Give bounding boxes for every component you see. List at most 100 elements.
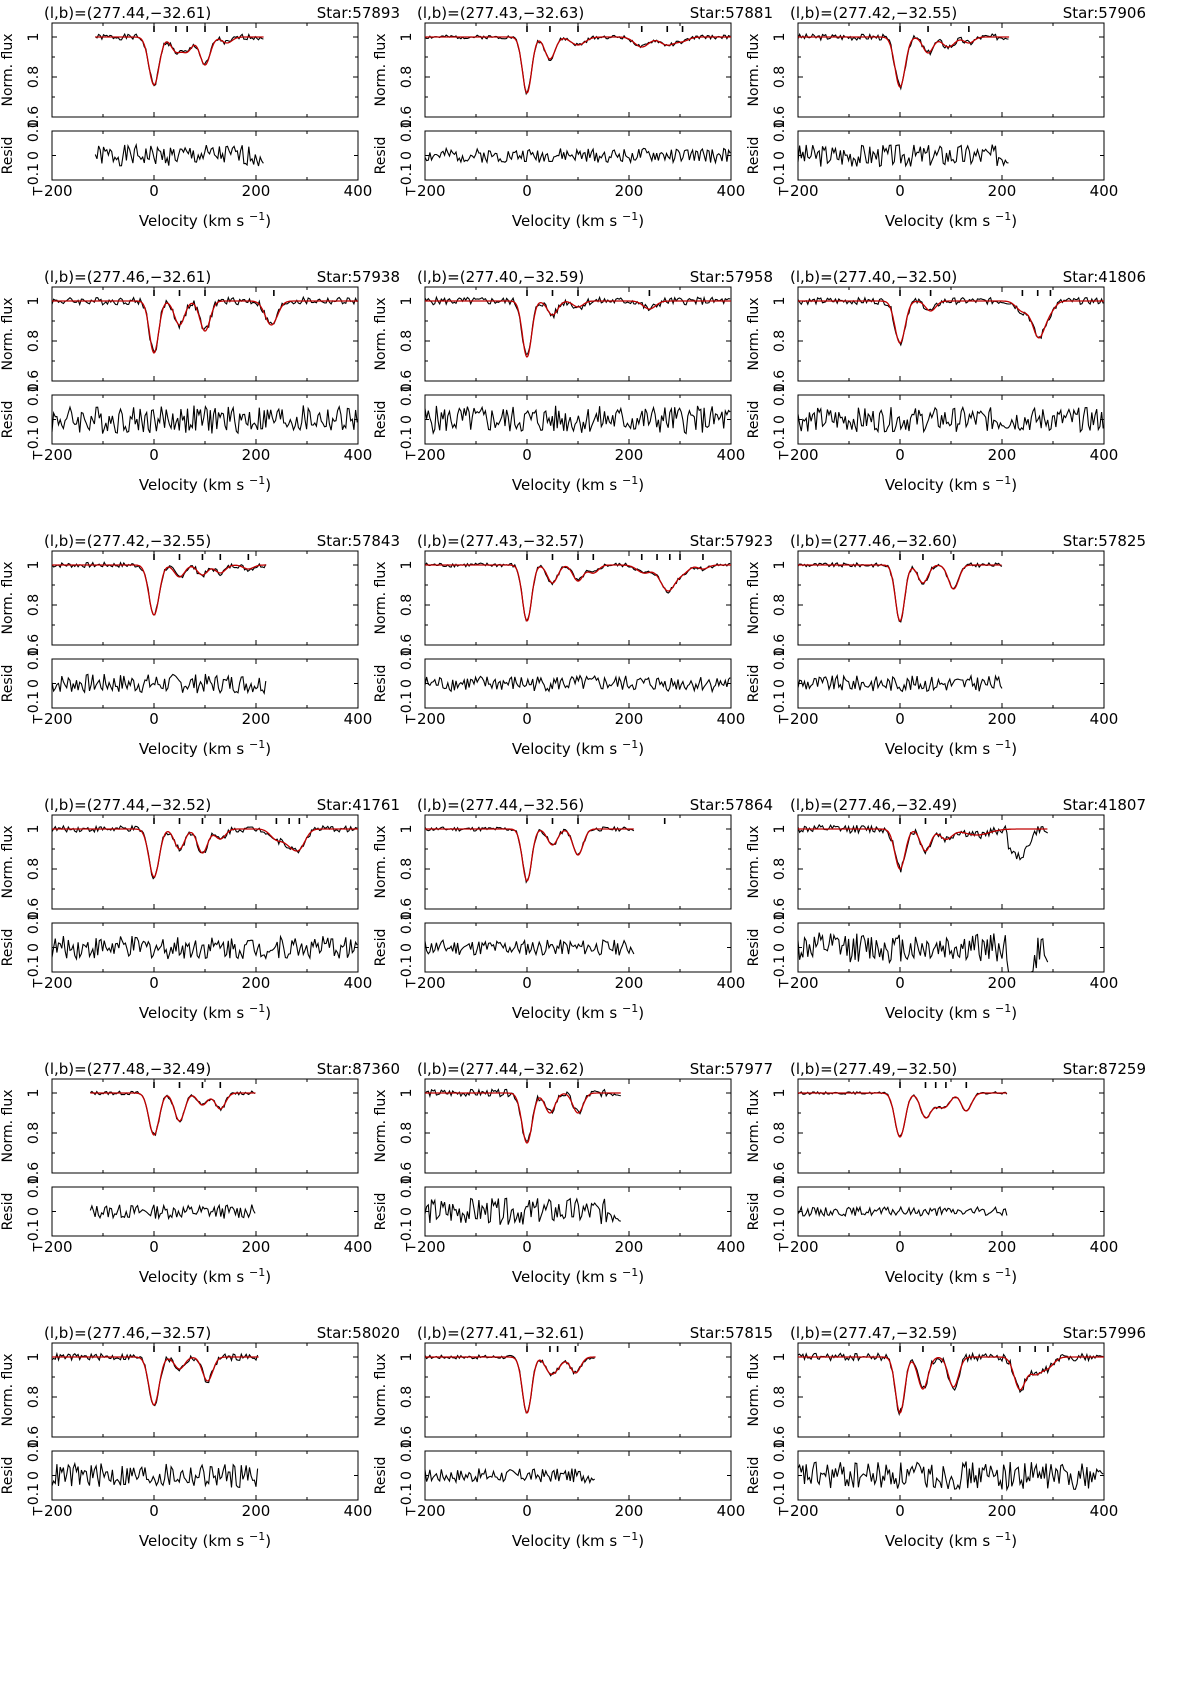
resid-tick-label: −0.1: [26, 955, 42, 989]
star-id: Star:57938: [316, 268, 400, 286]
observed-spectrum: [51, 824, 358, 880]
model-fit: [798, 564, 1002, 622]
x-axis-label-close: ): [638, 212, 644, 230]
x-tick-label: −200: [404, 974, 445, 992]
resid-tick-label: 0.1: [26, 384, 42, 406]
residual-line: [797, 405, 1104, 434]
spectrum-plot: −200 0 200 400 Velocity (km s −1) 0.6 0.8 1 Norm…: [746, 814, 1118, 1022]
x-tick-label: 400: [344, 446, 373, 464]
spectrum-panel: (l,b)=(277.46,−32.60) Star:57825 −200 0 200 4…: [746, 528, 1146, 811]
spectrum-plot: −200 0 200 400 Velocity (km s −1) 0.6 0.8 1 Norm…: [746, 286, 1118, 494]
y-tick-label: 1: [399, 33, 415, 42]
x-tick-label: 0: [149, 182, 159, 200]
x-tick-label: −200: [777, 974, 818, 992]
resid-axis-label: Resid: [373, 401, 389, 439]
resid-tick-label: 0.1: [772, 1440, 788, 1462]
resid-tick-label: 0: [26, 679, 42, 688]
x-axis-label-close: ): [265, 1532, 271, 1550]
y-tick-label: 0.8: [26, 1122, 42, 1144]
resid-axis-label: Resid: [746, 929, 762, 967]
y-tick-label: 0.8: [26, 66, 42, 88]
x-axis-label-exponent: −1: [249, 1530, 265, 1543]
x-tick-label: 200: [988, 710, 1017, 728]
x-axis-label: Velocity (km s −1): [885, 738, 1017, 758]
spectrum-panel: (l,b)=(277.46,−32.61) Star:57938 −200 0 200 4…: [0, 264, 400, 547]
star-id: Star:58020: [316, 1324, 400, 1342]
resid-tick-label: −0.1: [772, 691, 788, 725]
galactic-coordinates: (l,b)=(277.46,−32.49): [790, 796, 958, 814]
x-axis-label-exponent: −1: [622, 1530, 638, 1543]
resid-tick-label: 0: [26, 151, 42, 160]
x-axis-label-exponent: −1: [249, 474, 265, 487]
x-axis-label-close: ): [265, 1268, 271, 1286]
spectrum-panel: (l,b)=(277.41,−32.61) Star:57815 −200 0 200 4…: [373, 1320, 773, 1603]
resid-axis-label: Resid: [373, 137, 389, 175]
y-tick-label: 1: [772, 825, 788, 834]
x-axis-label-exponent: −1: [249, 1002, 265, 1015]
x-tick-label: 200: [242, 710, 271, 728]
resid-tick-label: 0.1: [26, 1176, 42, 1198]
x-axis-label: Velocity (km s −1): [885, 474, 1017, 494]
x-tick-label: −200: [404, 710, 445, 728]
x-tick-label: 400: [1090, 182, 1119, 200]
x-tick-label: 400: [344, 710, 373, 728]
residual-line: [797, 932, 1049, 973]
y-tick-label: 1: [772, 561, 788, 570]
x-tick-label: 200: [988, 1502, 1017, 1520]
spectrum-plot: −200 0 200 400 Velocity (km s −1) 0.6 0.8 1 Norm…: [746, 550, 1118, 758]
x-axis-label-exponent: −1: [249, 1266, 265, 1279]
y-tick-label: 1: [772, 1353, 788, 1362]
model-fit: [425, 828, 634, 882]
y-tick-label: 0.8: [772, 858, 788, 880]
x-tick-label: 0: [895, 446, 905, 464]
x-tick-label: 400: [717, 446, 746, 464]
spectrum-panel: (l,b)=(277.46,−32.57) Star:58020 −200 0 200 4…: [0, 1320, 400, 1603]
resid-axis-label: Resid: [373, 929, 389, 967]
observed-spectrum: [424, 34, 731, 96]
x-axis-label-exponent: −1: [622, 1266, 638, 1279]
model-fit: [52, 564, 267, 616]
y-axis-label: Norm. flux: [746, 1353, 762, 1426]
resid-tick-label: 0.1: [772, 912, 788, 934]
y-tick-label: 1: [26, 1089, 42, 1098]
y-tick-label: 0.6: [772, 1162, 788, 1184]
resid-frame: [51, 922, 359, 973]
x-tick-label: 200: [242, 182, 271, 200]
spectrum-plot: −200 0 200 400 Velocity (km s −1) 0.6 0.8 1 Norm…: [746, 22, 1119, 230]
resid-tick-label: 0: [772, 151, 788, 160]
y-tick-label: 0.6: [772, 106, 788, 128]
residual-line: [51, 673, 267, 695]
spectrum-plot: −200 0 200 400 Velocity (km s −1) 0.6 0.8 1 Norm…: [0, 550, 373, 758]
y-tick-label: 0.8: [26, 858, 42, 880]
x-tick-label: 200: [242, 1502, 271, 1520]
observed-spectrum: [51, 561, 267, 616]
x-axis-label: Velocity (km s −1): [139, 1266, 271, 1286]
residual-line: [424, 146, 731, 165]
x-tick-label: 200: [615, 974, 644, 992]
x-axis-label-exponent: −1: [622, 474, 638, 487]
model-fit: [52, 1356, 259, 1406]
y-axis-label: Norm. flux: [746, 1089, 762, 1162]
model-fit: [95, 36, 264, 86]
x-axis-label: Velocity (km s −1): [885, 1266, 1017, 1286]
x-axis-label-exponent: −1: [622, 738, 638, 751]
x-tick-label: 400: [1090, 1238, 1119, 1256]
y-tick-label: 0.6: [772, 634, 788, 656]
y-tick-label: 0.6: [26, 106, 42, 128]
x-tick-label: −200: [404, 1502, 445, 1520]
x-axis-label-exponent: −1: [995, 738, 1011, 751]
spectrum-plot: −200 0 200 400 Velocity (km s −1) 0.6 0.8 1 Norm…: [373, 550, 745, 758]
y-tick-label: 0.8: [772, 66, 788, 88]
y-axis-label: Norm. flux: [373, 1353, 389, 1426]
observed-spectrum: [424, 562, 731, 622]
spectrum-panel: (l,b)=(277.44,−32.62) Star:57977 −200 0 200 4…: [373, 1056, 773, 1339]
galactic-coordinates: (l,b)=(277.42,−32.55): [44, 532, 212, 550]
y-tick-label: 1: [399, 1353, 415, 1362]
y-tick-label: 1: [26, 825, 42, 834]
x-tick-label: 200: [988, 1238, 1017, 1256]
x-axis-label: Velocity (km s −1): [512, 1266, 644, 1286]
resid-tick-label: 0.1: [26, 648, 42, 670]
galactic-coordinates: (l,b)=(277.48,−32.49): [44, 1060, 212, 1078]
galactic-coordinates: (l,b)=(277.46,−32.61): [44, 268, 212, 286]
x-axis-label: Velocity (km s −1): [139, 210, 271, 230]
